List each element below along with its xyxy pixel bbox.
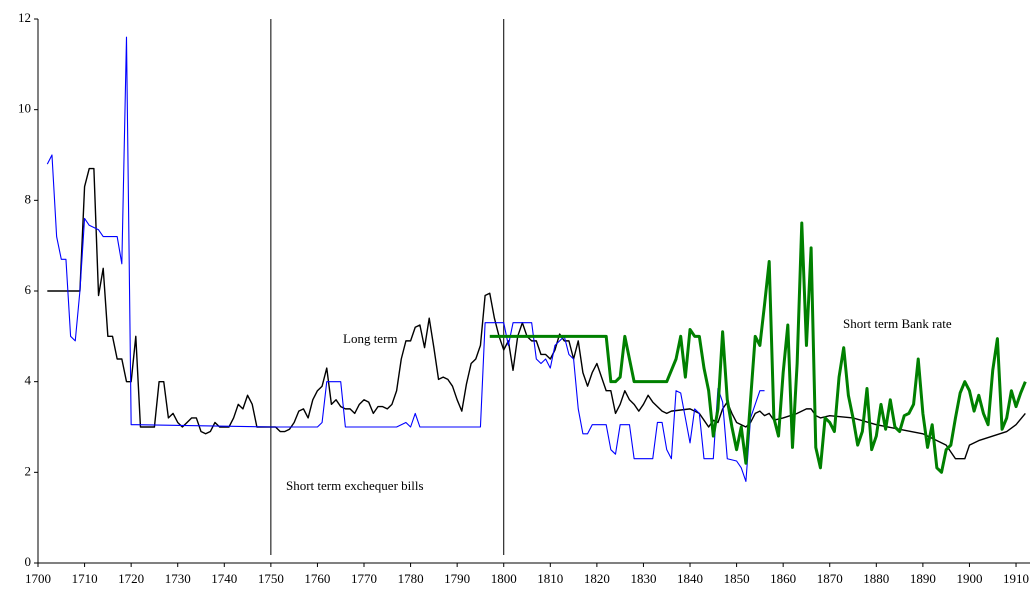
x-tick-label: 1780 — [398, 571, 424, 586]
x-tick-label: 1800 — [491, 571, 517, 586]
y-tick-label: 0 — [25, 554, 32, 569]
y-tick-label: 10 — [18, 101, 31, 116]
x-tick-label: 1880 — [863, 571, 889, 586]
x-tick-label: 1820 — [584, 571, 610, 586]
series-line — [489, 221, 1027, 474]
x-tick-label: 1870 — [817, 571, 843, 586]
x-tick-label: 1810 — [537, 571, 563, 586]
x-tick-label: 1740 — [211, 571, 237, 586]
x-tick-label: 1730 — [165, 571, 191, 586]
x-tick-label: 1910 — [1003, 571, 1029, 586]
x-tick-label: 1710 — [72, 571, 98, 586]
y-tick-label: 8 — [25, 191, 32, 206]
y-tick-label: 12 — [18, 10, 31, 25]
y-tick-label: 4 — [25, 373, 32, 388]
y-tick-label: 6 — [25, 282, 32, 297]
x-tick-label: 1790 — [444, 571, 470, 586]
x-tick-label: 1720 — [118, 571, 144, 586]
series-line — [47, 167, 1026, 460]
annotation: Short term exchequer bills — [286, 478, 424, 493]
series-line — [46, 36, 765, 482]
x-tick-label: 1760 — [304, 571, 330, 586]
x-tick-label: 1840 — [677, 571, 703, 586]
x-tick-label: 1750 — [258, 571, 284, 586]
annotation: Short term Bank rate — [843, 316, 952, 331]
x-tick-label: 1770 — [351, 571, 377, 586]
x-tick-label: 1890 — [910, 571, 936, 586]
y-tick-label: 2 — [25, 463, 32, 478]
x-tick-label: 1860 — [770, 571, 796, 586]
x-tick-label: 1850 — [724, 571, 750, 586]
x-tick-label: 1830 — [630, 571, 656, 586]
annotation: Long term — [343, 331, 398, 346]
x-tick-label: 1700 — [25, 571, 51, 586]
x-tick-label: 1900 — [956, 571, 982, 586]
